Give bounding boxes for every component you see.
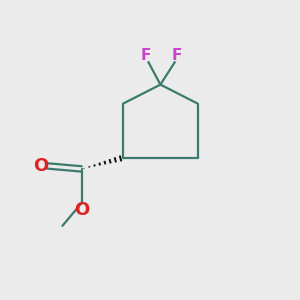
Text: O: O [74,201,89,219]
Text: O: O [33,157,49,175]
Text: F: F [172,48,182,63]
Text: F: F [141,48,151,63]
